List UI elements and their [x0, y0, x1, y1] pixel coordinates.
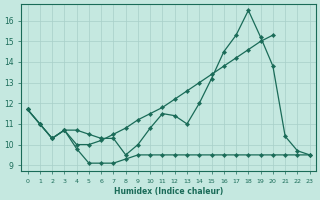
X-axis label: Humidex (Indice chaleur): Humidex (Indice chaleur)	[114, 187, 223, 196]
